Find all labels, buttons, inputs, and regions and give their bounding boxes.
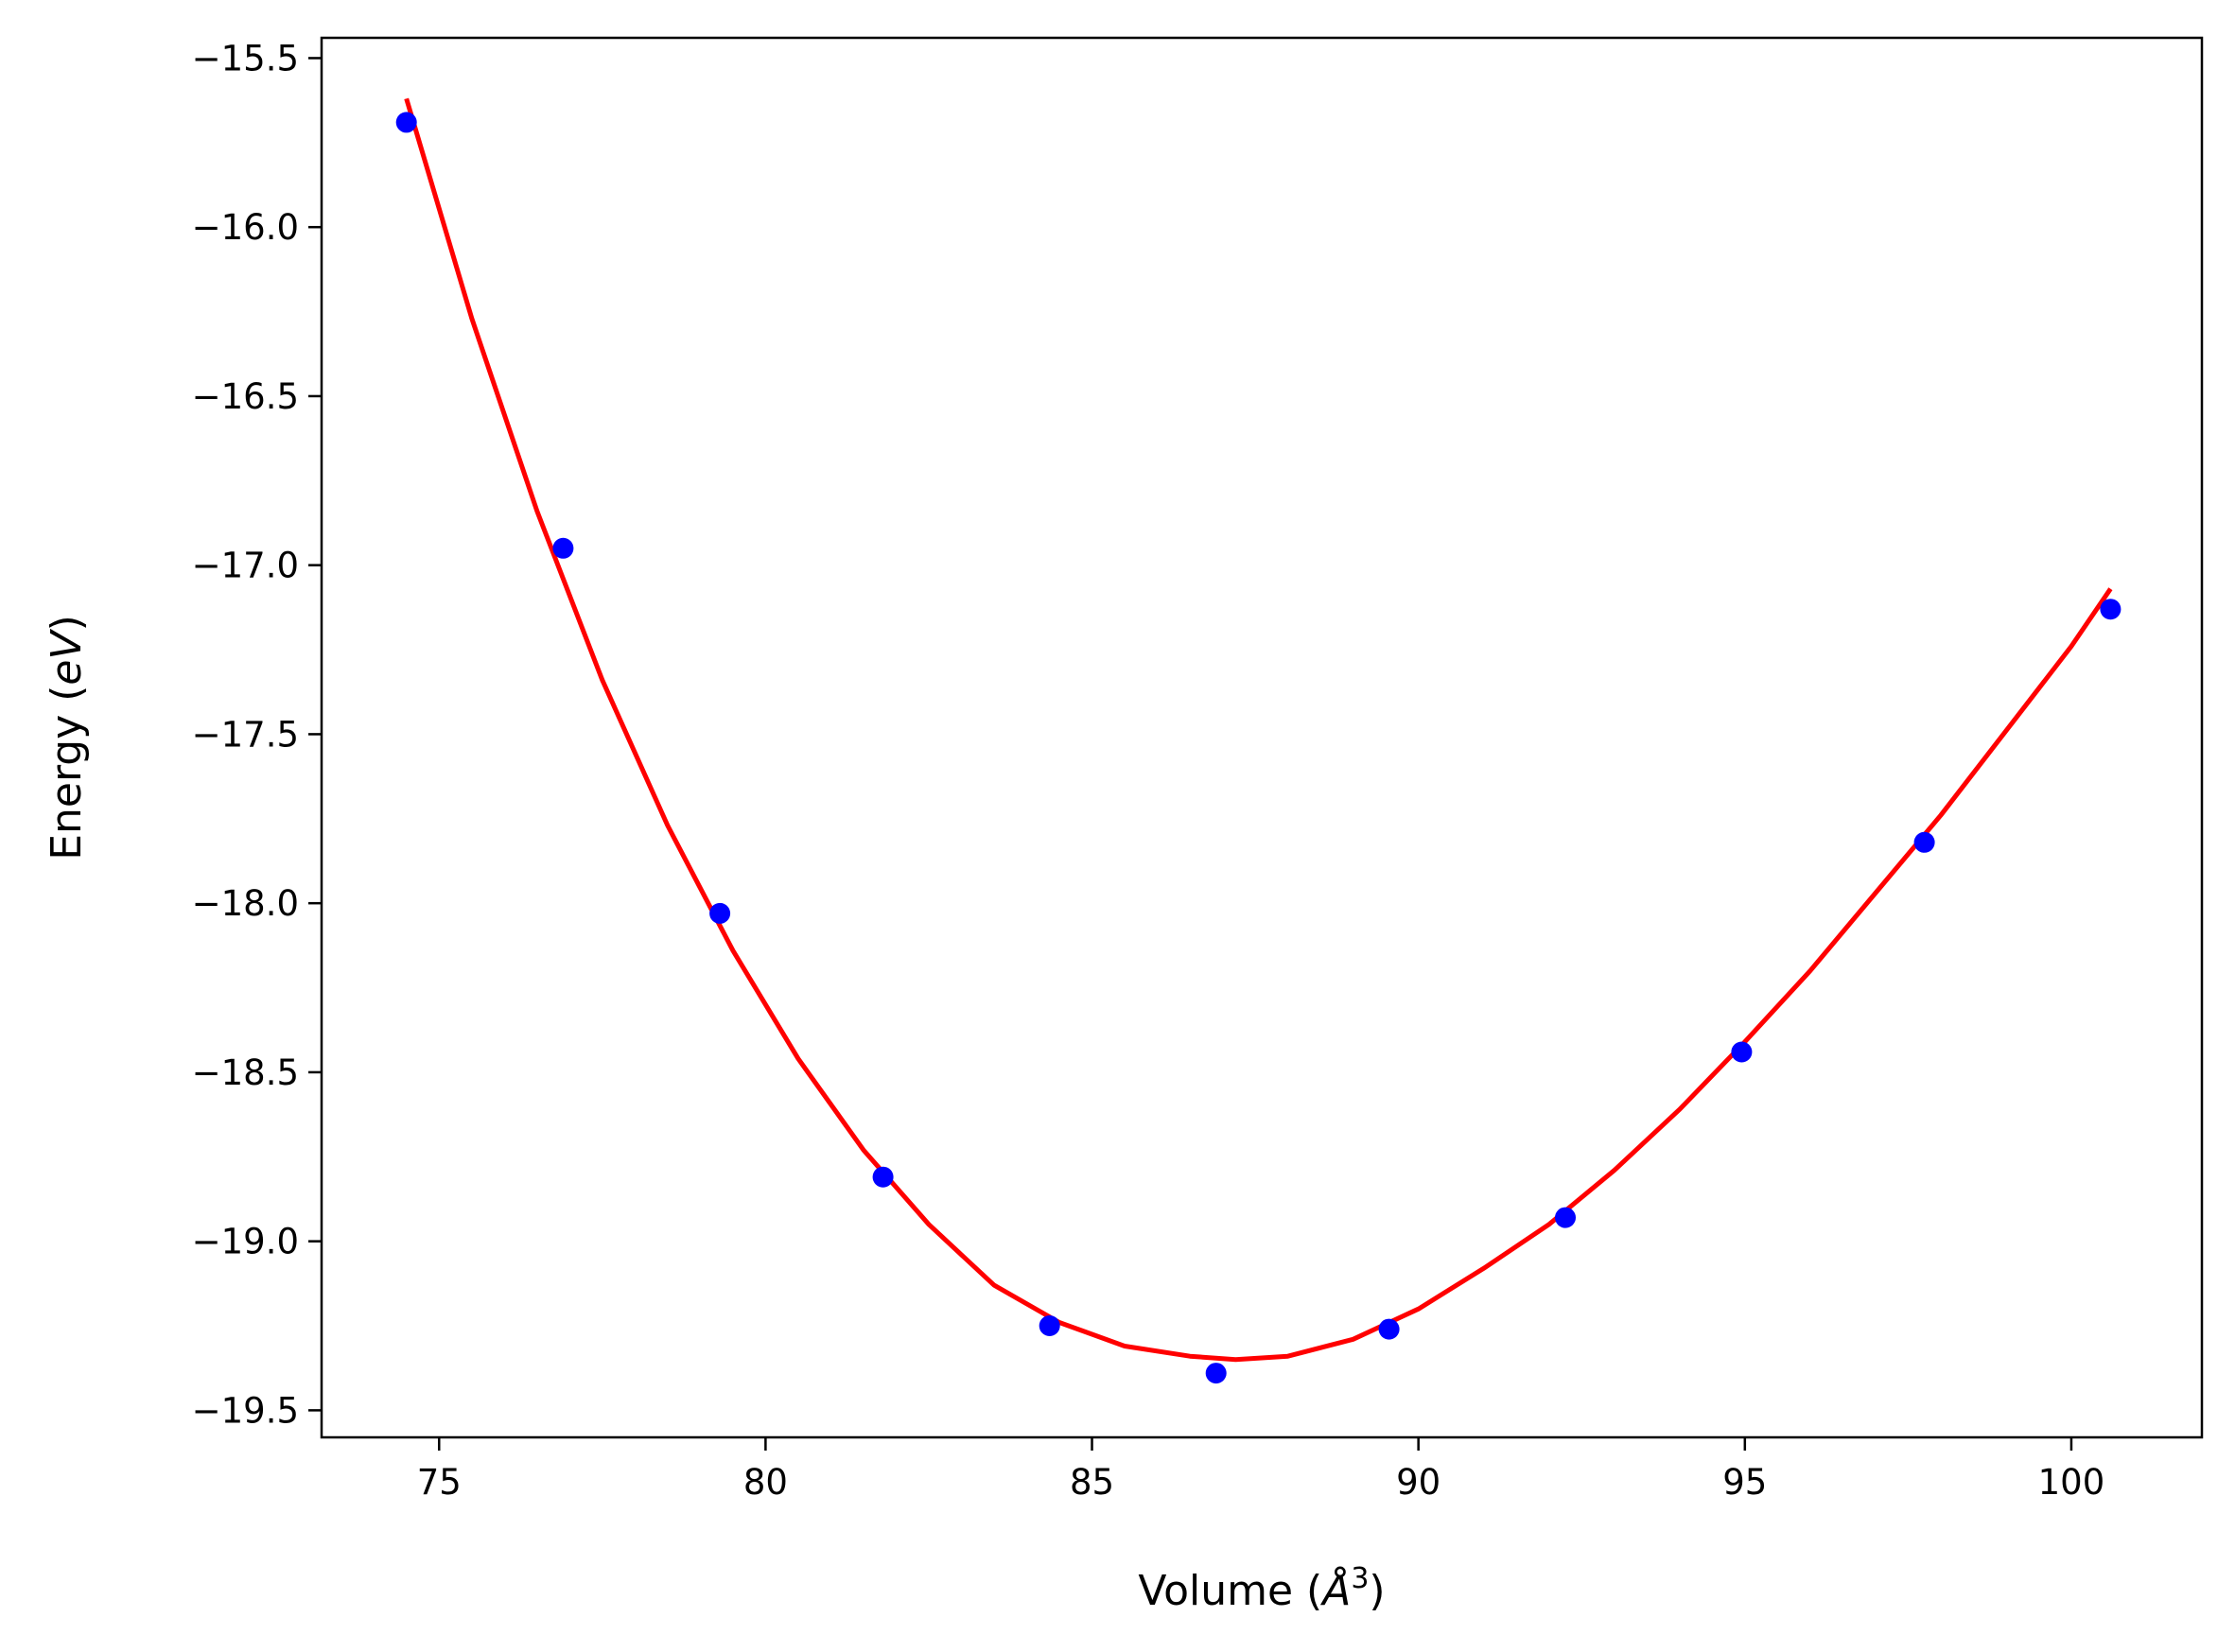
- x-axis-label-suffix: ): [1369, 1567, 1385, 1615]
- data-point: [1205, 1363, 1227, 1384]
- x-axis-label-math: Å: [1319, 1565, 1351, 1615]
- fit-curve: [404, 97, 2113, 1363]
- data-point: [872, 1166, 894, 1188]
- y-tick-label: −17.0: [192, 546, 299, 586]
- x-tick-label: 75: [417, 1462, 462, 1503]
- y-axis-label: Energy (eV): [43, 615, 91, 861]
- y-axis-ticks: −15.5 −16.0 −16.5 −17.0 −17.5 −18.0 −18.5 −19.0…: [192, 38, 322, 1431]
- plot-frame: [320, 36, 2204, 1439]
- data-point: [395, 112, 417, 133]
- x-axis-label-sup: 3: [1351, 1562, 1369, 1595]
- data-point: [1913, 831, 1935, 853]
- y-tick-label: −16.0: [192, 207, 299, 248]
- data-point: [1378, 1318, 1400, 1340]
- data-point: [709, 902, 731, 924]
- x-axis-label: Volume (Å3): [1138, 1562, 1385, 1615]
- y-tick-label: −19.5: [192, 1390, 299, 1431]
- y-tick-label: −18.0: [192, 883, 299, 924]
- x-tick-label: 85: [1070, 1462, 1114, 1503]
- x-tick-label: 90: [1396, 1462, 1441, 1503]
- x-tick-label: 95: [1722, 1462, 1767, 1503]
- y-tick-label: −19.0: [192, 1222, 299, 1262]
- data-point: [1555, 1207, 1576, 1228]
- x-tick-label: 100: [2038, 1462, 2105, 1503]
- y-tick-label: −16.5: [192, 376, 299, 417]
- data-point: [2100, 599, 2122, 620]
- y-tick-label: −18.5: [192, 1052, 299, 1093]
- y-axis-label-suffix: ): [43, 615, 91, 631]
- y-tick-label: −17.5: [192, 714, 299, 755]
- data-point: [1039, 1315, 1060, 1336]
- x-tick-label: 80: [743, 1462, 788, 1503]
- data-point: [1731, 1041, 1753, 1063]
- y-tick-label: −15.5: [192, 38, 299, 78]
- y-axis-label-prefix: Energy (: [43, 686, 91, 861]
- plot-layer: [395, 97, 2122, 1384]
- x-axis-label-prefix: Volume (: [1138, 1567, 1322, 1615]
- y-axis-label-math: eV: [43, 629, 91, 686]
- data-point: [552, 537, 574, 559]
- x-axis-ticks: 75 80 85 90 95 100: [417, 1437, 2105, 1503]
